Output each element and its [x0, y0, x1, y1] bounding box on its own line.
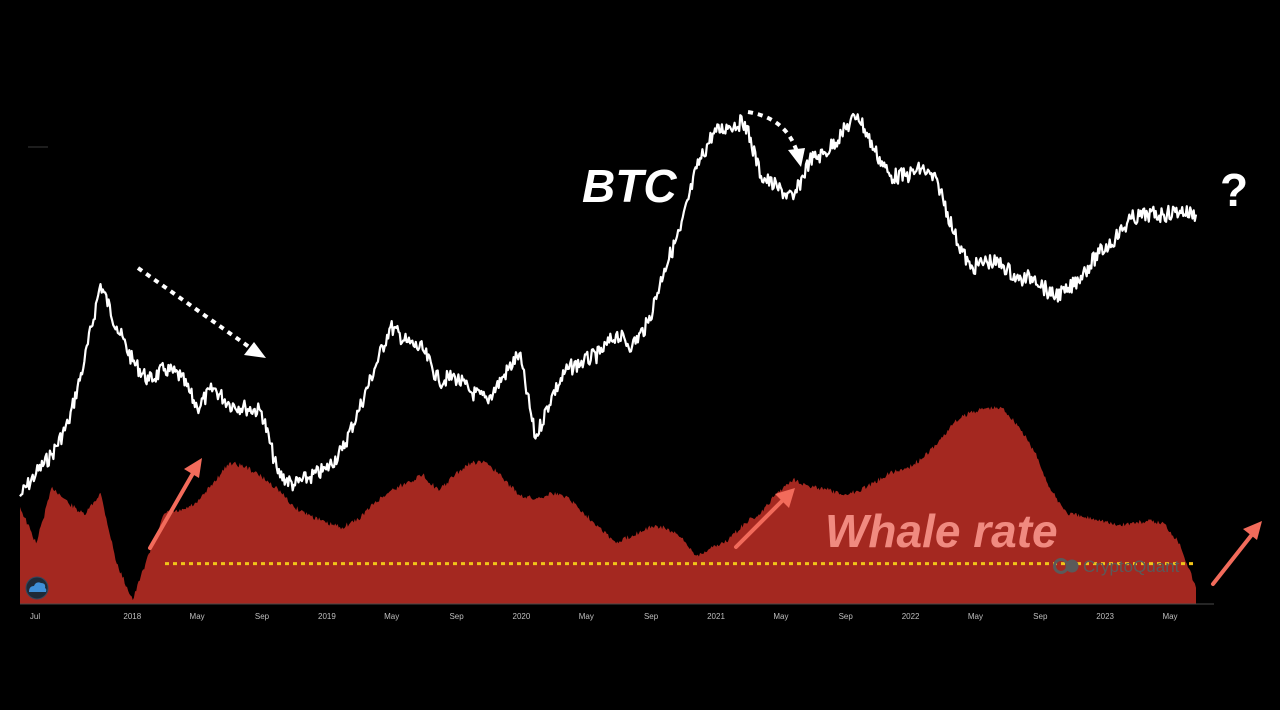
cloud-icon [29, 582, 47, 592]
up-arrow-future [1211, 521, 1262, 586]
x-tick-label: May [968, 612, 983, 621]
btc-price-line [19, 112, 1198, 498]
cryptoquant-watermark: CryptoQuant [1053, 557, 1180, 576]
btc-label: BTC [582, 160, 677, 212]
x-tick-label: Jul [30, 612, 40, 621]
up-arrow-2021 [734, 488, 795, 549]
down-arrow-2018 [136, 266, 266, 358]
x-tick-label: Sep [449, 612, 464, 621]
up-arrow-2018 [148, 458, 202, 550]
x-tick-label: Sep [255, 612, 270, 621]
whale-rate-area [20, 406, 1196, 604]
watermark-text: CryptoQuant [1083, 557, 1180, 576]
x-tick-label: Sep [839, 612, 854, 621]
cryptoquant-logo-dot-icon [1065, 559, 1079, 573]
x-tick-label: 2022 [902, 612, 920, 621]
x-tick-label: 2021 [707, 612, 725, 621]
x-tick-label: Sep [1033, 612, 1048, 621]
down-arrow-2021 [747, 110, 805, 167]
x-tick-label: May [773, 612, 788, 621]
x-tick-label: May [384, 612, 399, 621]
question-mark-label: ? [1220, 164, 1248, 216]
whale-rate-label: Whale rate [825, 505, 1058, 557]
x-tick-label: May [1162, 612, 1177, 621]
x-tick-label: May [190, 612, 205, 621]
chart-logo-badge [25, 576, 49, 600]
x-axis-ticks: Jul 2018 May Sep 2019 May Sep 2020 May Sep 2021 May… [30, 612, 1178, 621]
x-tick-label: 2023 [1096, 612, 1114, 621]
x-tick-label: 2018 [123, 612, 141, 621]
x-tick-label: May [579, 612, 594, 621]
x-tick-label: 2020 [513, 612, 531, 621]
x-tick-label: Sep [644, 612, 659, 621]
x-tick-label: 2019 [318, 612, 336, 621]
